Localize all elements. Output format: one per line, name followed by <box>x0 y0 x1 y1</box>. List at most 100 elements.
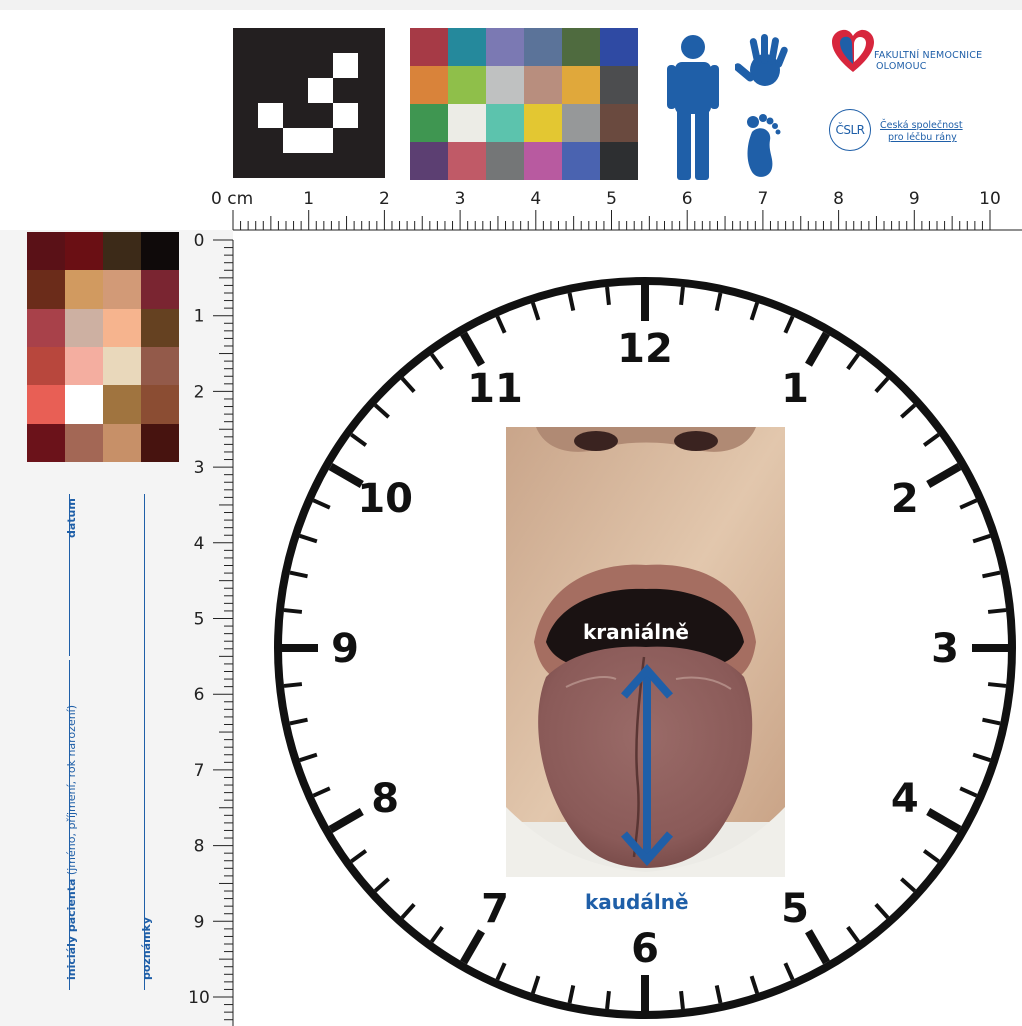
left-ruler-label: 7 <box>194 761 205 781</box>
clock-minute-tick <box>783 962 795 981</box>
clock-minute-tick <box>874 903 890 920</box>
clock-minute-tick <box>922 849 940 863</box>
left-ruler-label: 1 <box>194 307 205 327</box>
clock-minute-tick <box>495 962 507 981</box>
skin-tone-swatch <box>65 308 103 347</box>
left-ruler: 0 1 2 3 4 5 6 7 8 9 10 <box>188 231 234 1026</box>
clock-minute-tick <box>783 315 795 334</box>
left-ruler-label: 3 <box>194 458 205 478</box>
clock-minute-tick <box>679 990 685 1010</box>
clock-hour-tick <box>926 463 962 488</box>
clock-minute-tick <box>567 292 576 311</box>
left-ruler-label: 9 <box>194 912 205 932</box>
color-swatch <box>410 66 448 104</box>
left-ruler-label: 10 <box>188 988 210 1008</box>
clock-minute-tick <box>605 286 611 306</box>
society-name: Česká společnost pro léčbu rány <box>880 120 963 144</box>
clock-minute-tick <box>959 786 978 798</box>
clock-minute-tick <box>400 376 416 393</box>
top-ruler-label: 4 <box>530 189 541 209</box>
clock-minute-tick <box>373 877 390 893</box>
clock-minute-tick <box>530 302 541 321</box>
clock-minute-tick <box>749 302 760 321</box>
top-edge-strip <box>0 0 1022 10</box>
clock-hour-tick <box>805 929 830 965</box>
hospital-logo-icon <box>832 29 874 72</box>
clock-number: 7 <box>481 886 509 932</box>
clock-minute-tick <box>299 752 318 763</box>
clock-number: 4 <box>891 776 919 822</box>
color-swatch <box>448 66 486 104</box>
clock-minute-tick <box>299 533 318 544</box>
clock-minute-tick <box>283 608 303 614</box>
skin-tone-chart <box>27 232 179 462</box>
date-line <box>69 494 70 656</box>
skin-tone-swatch <box>27 423 65 462</box>
clock-minute-tick <box>430 353 444 371</box>
clock-number: 3 <box>931 626 959 672</box>
clock-minute-tick <box>874 376 890 393</box>
patient-initials-line <box>69 660 70 990</box>
skin-tone-swatch <box>103 385 141 424</box>
color-swatch <box>448 28 486 66</box>
top-ruler-label: 6 <box>682 189 693 209</box>
skin-tone-swatch <box>141 308 179 347</box>
top-ruler-label: 3 <box>455 189 466 209</box>
skin-tone-swatch <box>27 346 65 386</box>
color-swatch <box>486 104 524 142</box>
calibration-marker <box>233 28 385 178</box>
clock-minute-tick <box>982 717 1001 726</box>
clock-minute-tick <box>400 903 416 920</box>
top-ruler-label: 1 <box>303 189 314 209</box>
skin-tone-swatch <box>27 308 65 347</box>
color-calibration-chart <box>410 28 638 180</box>
clock-minute-tick <box>987 608 1007 614</box>
clock-minute-tick <box>846 353 860 371</box>
color-swatch <box>524 104 562 142</box>
color-swatch <box>600 28 638 66</box>
clock-minute-tick <box>430 925 444 943</box>
top-ruler-label: 10 <box>979 189 1001 209</box>
color-swatch <box>486 66 524 104</box>
society-name-line1: Česká společnost <box>880 120 963 131</box>
clock-minute-tick <box>495 315 507 334</box>
clock-minute-tick <box>567 985 576 1004</box>
clock-hour-tick <box>328 463 364 488</box>
clock-minute-tick <box>289 717 308 726</box>
clock-minute-tick <box>749 975 760 994</box>
color-swatch <box>524 66 562 104</box>
clock-minute-tick <box>283 682 303 688</box>
skin-tone-swatch <box>27 385 65 424</box>
color-swatch <box>448 104 486 142</box>
clock-number: 10 <box>357 476 413 522</box>
clock-minute-tick <box>959 498 978 510</box>
top-ruler-label: 9 <box>909 189 920 209</box>
clock-number: 2 <box>891 476 919 522</box>
color-swatch <box>562 104 600 142</box>
clock-minute-tick <box>972 533 991 544</box>
clock-number: 9 <box>331 626 359 672</box>
clock-hour-tick <box>328 808 364 833</box>
clock-minute-tick <box>922 433 940 447</box>
color-swatch <box>600 66 638 104</box>
skin-tone-swatch <box>141 232 179 271</box>
color-swatch <box>486 28 524 66</box>
clock-minute-tick <box>312 786 331 798</box>
society-logo-icon: ČSLR <box>829 109 871 151</box>
left-ruler-label: 5 <box>194 610 205 630</box>
person-icon <box>667 35 719 180</box>
clock-minute-tick <box>714 985 723 1004</box>
clock-minute-tick <box>982 570 1001 579</box>
hospital-name-line1: FAKULTNÍ NEMOCNICE <box>874 50 983 61</box>
color-swatch <box>600 104 638 142</box>
clock-minute-tick <box>714 292 723 311</box>
cranio-caudal-arrow-icon <box>621 663 673 867</box>
skin-tone-swatch <box>65 346 103 386</box>
skin-tone-swatch <box>65 385 103 424</box>
skin-tone-swatch <box>103 423 141 462</box>
clock-minute-tick <box>312 498 331 510</box>
left-ruler-label: 2 <box>194 382 205 402</box>
clock-hour-tick <box>926 808 962 833</box>
color-swatch <box>486 142 524 180</box>
top-ruler-label: 0 cm <box>211 189 253 209</box>
